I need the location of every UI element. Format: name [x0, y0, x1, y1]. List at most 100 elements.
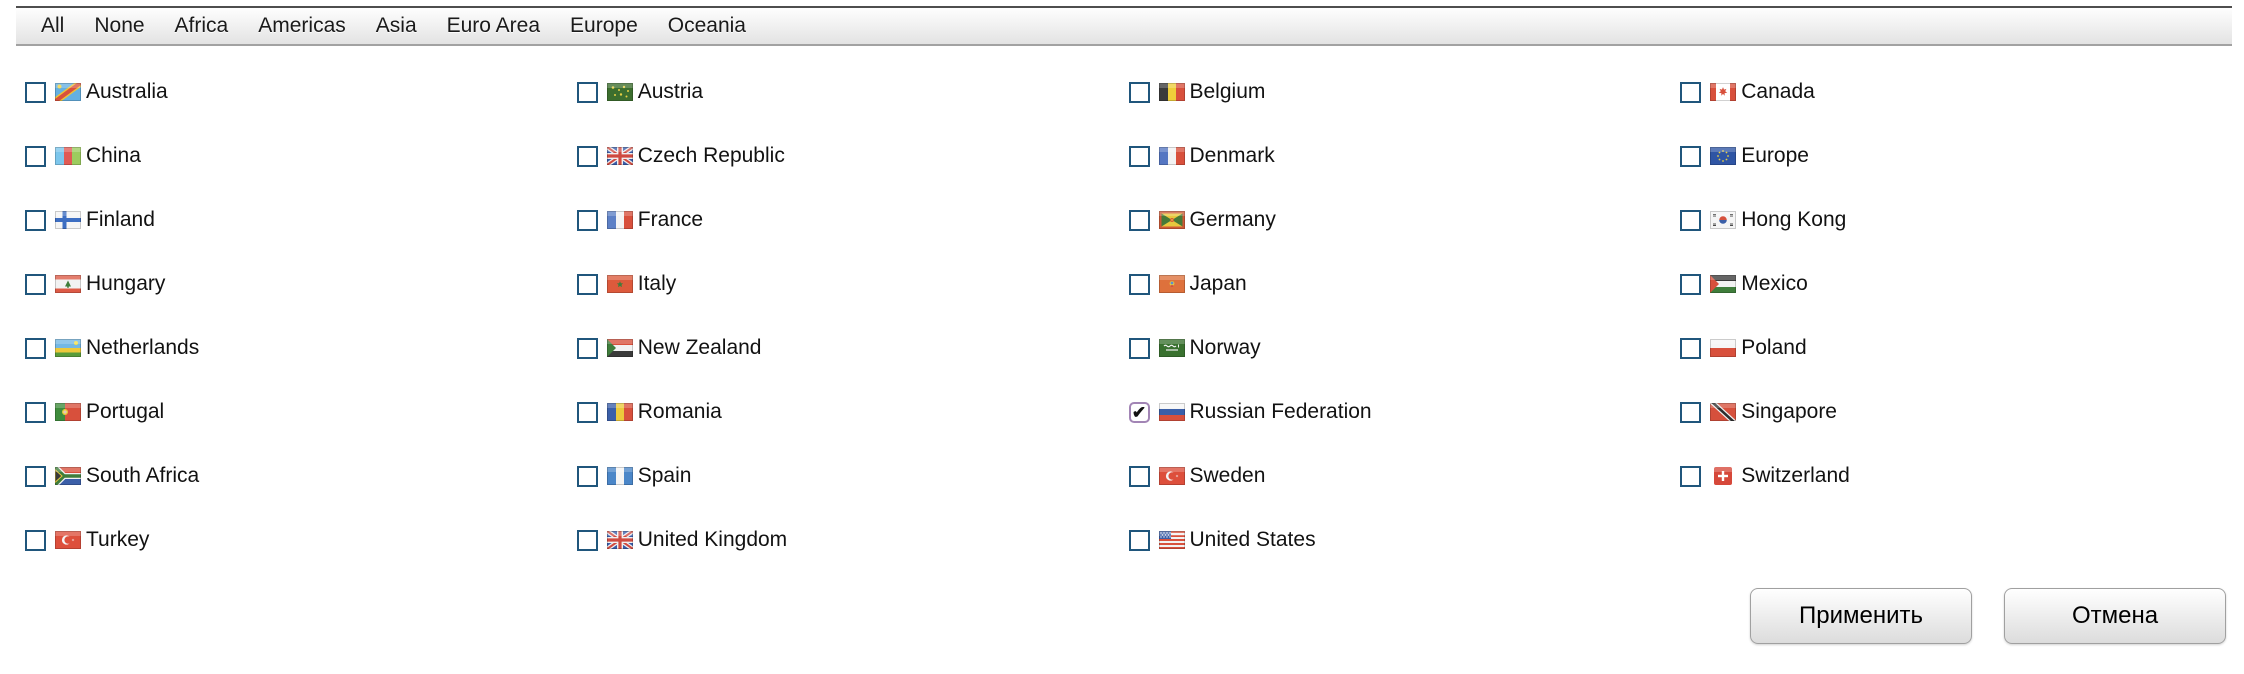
country-label: Hong Kong: [1741, 208, 1847, 231]
country-checkbox[interactable]: [25, 209, 46, 231]
germany-flag-icon: [1158, 211, 1185, 229]
country-label: Japan: [1189, 272, 1247, 295]
country-checkbox[interactable]: [1680, 209, 1702, 231]
country-item[interactable]: Italy: [576, 252, 1129, 316]
toolbar-item-euro-area[interactable]: Euro Area: [446, 14, 541, 37]
country-checkbox[interactable]: [576, 81, 598, 103]
country-checkbox[interactable]: [576, 401, 598, 423]
country-label: Germany: [1189, 208, 1276, 231]
toolbar-item-europe[interactable]: Europe: [570, 14, 638, 37]
country-item[interactable]: United States: [1128, 508, 1681, 572]
country-checkbox[interactable]: [1128, 465, 1150, 487]
denmark-flag-icon: [1158, 147, 1185, 165]
country-checkbox[interactable]: [1680, 401, 1702, 423]
italy-flag-icon: [606, 275, 633, 293]
country-item[interactable]: Netherlands: [25, 316, 577, 380]
country-checkbox[interactable]: [1680, 145, 1702, 167]
country-item[interactable]: Turkey: [25, 508, 577, 572]
country-item[interactable]: Portugal: [25, 380, 577, 444]
country-checkbox[interactable]: [25, 145, 46, 167]
apply-button[interactable]: Применить: [1750, 588, 1972, 644]
country-label: Singapore: [1741, 400, 1837, 423]
country-item[interactable]: United Kingdom: [576, 508, 1129, 572]
country-item[interactable]: Germany: [1128, 188, 1681, 252]
country-checkbox[interactable]: [25, 273, 46, 295]
switzerland-flag-icon: [1710, 467, 1736, 485]
japan-flag-icon: [1158, 275, 1185, 293]
country-item[interactable]: South Africa: [25, 444, 577, 508]
country-checkbox[interactable]: [1680, 81, 1702, 103]
country-item[interactable]: Finland: [25, 188, 577, 252]
russian-federation-flag-icon: [1158, 403, 1185, 421]
country-item[interactable]: Belgium: [1128, 60, 1681, 124]
country-checkbox[interactable]: [1128, 81, 1150, 103]
country-label: Mexico: [1741, 272, 1808, 295]
country-checkbox[interactable]: [25, 337, 46, 359]
country-item[interactable]: Romania: [576, 380, 1129, 444]
country-checkbox[interactable]: [576, 529, 598, 551]
country-label: Switzerland: [1741, 464, 1850, 487]
country-item[interactable]: Europe: [1680, 124, 2232, 188]
toolbar-item-africa[interactable]: Africa: [174, 14, 229, 37]
country-item[interactable]: Australia: [25, 60, 577, 124]
country-item[interactable]: Denmark: [1128, 124, 1681, 188]
country-item[interactable]: Canada: [1680, 60, 2232, 124]
country-item[interactable]: Czech Republic: [576, 124, 1129, 188]
country-item[interactable]: Hong Kong: [1680, 188, 2232, 252]
country-checkbox[interactable]: [576, 145, 598, 167]
country-item[interactable]: Sweden: [1128, 444, 1681, 508]
country-checkbox[interactable]: [1128, 209, 1150, 231]
country-label: Austria: [637, 80, 704, 103]
country-checkbox[interactable]: [1128, 273, 1150, 295]
country-label: Portugal: [86, 400, 165, 423]
country-item[interactable]: Mexico: [1680, 252, 2232, 316]
country-checkbox[interactable]: [1680, 337, 1702, 359]
country-label: Australia: [86, 80, 168, 103]
country-checkbox[interactable]: [25, 465, 46, 487]
country-label: Denmark: [1189, 144, 1275, 167]
country-item[interactable]: Spain: [576, 444, 1129, 508]
cancel-button[interactable]: Отмена: [2004, 588, 2226, 644]
toolbar-item-none[interactable]: None: [94, 14, 145, 37]
country-checkbox[interactable]: [576, 209, 598, 231]
china-flag-icon: [55, 147, 81, 165]
romania-flag-icon: [606, 403, 633, 421]
toolbar-item-asia[interactable]: Asia: [375, 14, 417, 37]
country-item[interactable]: Poland: [1680, 316, 2232, 380]
toolbar-item-oceania[interactable]: Oceania: [667, 14, 746, 37]
netherlands-flag-icon: [55, 339, 81, 357]
country-checkbox[interactable]: [25, 401, 46, 423]
country-item[interactable]: Norway: [1128, 316, 1681, 380]
country-checkbox[interactable]: [1128, 529, 1150, 551]
country-label: Finland: [86, 208, 155, 231]
country-item[interactable]: Hungary: [25, 252, 577, 316]
country-checkbox[interactable]: [576, 465, 598, 487]
country-item[interactable]: Singapore: [1680, 380, 2232, 444]
country-checkbox[interactable]: [25, 529, 46, 551]
country-checkbox[interactable]: ✔: [1128, 401, 1150, 423]
country-checkbox[interactable]: [576, 273, 598, 295]
country-label: United States: [1189, 528, 1316, 551]
country-item[interactable]: Switzerland: [1680, 444, 2232, 508]
country-checkbox[interactable]: [1128, 145, 1150, 167]
country-checkbox[interactable]: [1128, 337, 1150, 359]
france-flag-icon: [606, 211, 633, 229]
country-label: New Zealand: [637, 336, 762, 359]
country-item[interactable]: New Zealand: [576, 316, 1129, 380]
mexico-flag-icon: [1710, 275, 1737, 293]
country-item[interactable]: ✔ Russian Federation: [1128, 380, 1681, 444]
country-item[interactable]: Japan: [1128, 252, 1681, 316]
country-item[interactable]: China: [25, 124, 577, 188]
country-checkbox[interactable]: [576, 337, 598, 359]
toolbar-item-all[interactable]: All: [41, 14, 65, 37]
country-checkbox[interactable]: [1680, 273, 1702, 295]
poland-flag-icon: [1710, 339, 1737, 357]
country-item[interactable]: Austria: [576, 60, 1129, 124]
country-checkbox[interactable]: [1680, 465, 1702, 487]
hungary-flag-icon: [55, 275, 81, 293]
country-item[interactable]: France: [576, 188, 1129, 252]
toolbar-item-americas[interactable]: Americas: [258, 14, 346, 37]
austria-flag-icon: [606, 83, 633, 101]
country-label: Russian Federation: [1189, 400, 1372, 423]
country-checkbox[interactable]: [25, 81, 46, 103]
